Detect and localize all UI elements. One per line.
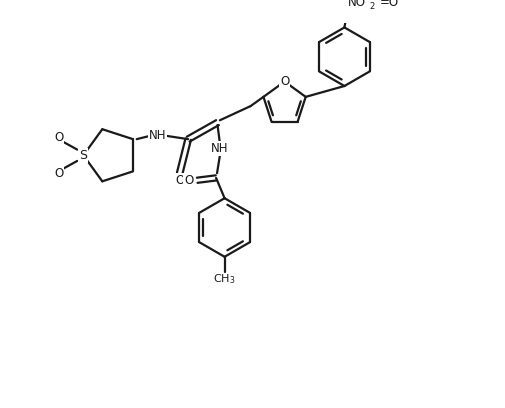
Text: S: S [79, 149, 87, 162]
Text: 2: 2 [369, 2, 374, 11]
Text: NO: NO [348, 0, 366, 9]
Text: O: O [54, 167, 64, 180]
Text: =O: =O [380, 0, 399, 9]
Text: O: O [280, 75, 289, 88]
Text: NH: NH [149, 129, 166, 142]
Text: CH$_3$: CH$_3$ [213, 273, 236, 286]
Text: O: O [184, 174, 193, 187]
Text: O: O [54, 131, 64, 144]
Text: O: O [175, 174, 184, 187]
Text: NH: NH [211, 142, 229, 155]
